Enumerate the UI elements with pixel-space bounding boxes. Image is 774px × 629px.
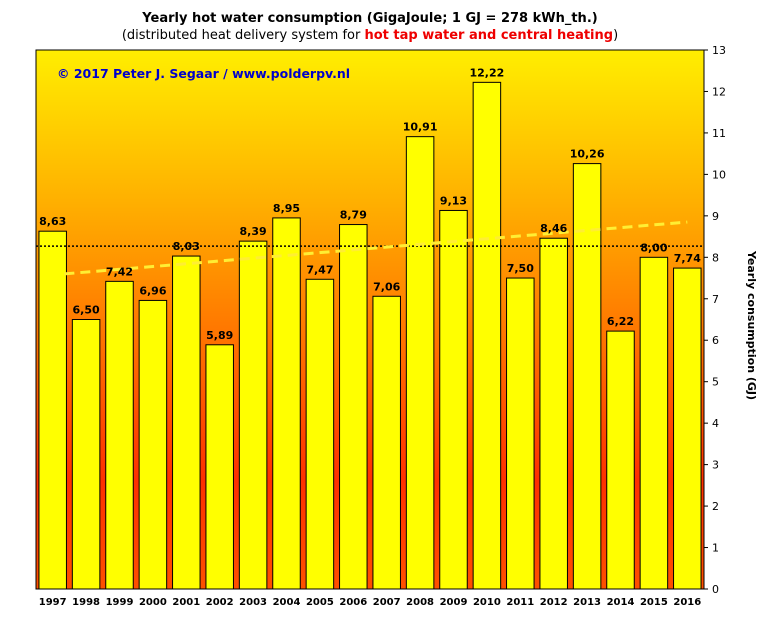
y-tick-label-4: 4 <box>712 417 719 430</box>
y-tick-label-2: 2 <box>712 500 719 513</box>
x-tick-label-2010: 2010 <box>473 597 501 608</box>
data-label-2000: 6,96 <box>139 284 166 297</box>
data-label-2001: 8,03 <box>173 240 200 253</box>
subtitle-highlight: hot tap water and central heating <box>364 28 614 43</box>
data-label-2006: 8,79 <box>340 209 367 222</box>
subtitle-post: ) <box>613 28 619 43</box>
subtitle-pre: (distributed heat delivery system for <box>121 28 365 43</box>
x-tick-label-2011: 2011 <box>506 597 534 608</box>
data-label-2009: 9,13 <box>440 194 467 207</box>
bar-2004 <box>272 217 301 590</box>
x-tick-label-2002: 2002 <box>206 597 234 608</box>
y-tick-label-6: 6 <box>712 334 719 347</box>
x-tick-label-2006: 2006 <box>339 597 367 608</box>
chart-subtitle: (distributed heat delivery system for ho… <box>0 27 740 44</box>
y-tick-label-1: 1 <box>712 542 719 555</box>
bar-1998 <box>71 319 101 590</box>
bar-2008 <box>405 136 435 590</box>
data-label-2008: 10,91 <box>403 121 438 134</box>
x-tick-label-2008: 2008 <box>406 597 434 608</box>
x-tick-label-2000: 2000 <box>139 597 167 608</box>
trend-line <box>64 220 688 276</box>
data-label-2011: 7,50 <box>507 262 534 275</box>
x-tick-label-2014: 2014 <box>607 597 635 608</box>
data-label-2014: 6,22 <box>607 315 634 328</box>
bar-1997 <box>38 230 67 590</box>
data-label-2013: 10,26 <box>570 148 605 161</box>
chart-title-block: Yearly hot water consumption (GigaJoule;… <box>0 10 740 44</box>
x-tick-label-1997: 1997 <box>39 597 67 608</box>
bar-2014 <box>606 330 635 590</box>
chart-title: Yearly hot water consumption (GigaJoule;… <box>142 11 598 26</box>
y-tick-label-3: 3 <box>712 459 719 472</box>
bar-2003 <box>238 240 268 590</box>
x-tick-label-2005: 2005 <box>306 597 334 608</box>
y-tick-label-7: 7 <box>712 293 719 306</box>
y-tick-label-0: 0 <box>712 583 719 596</box>
bar-2016 <box>673 267 702 590</box>
y-tick-label-13: 13 <box>712 44 726 57</box>
data-label-1997: 8,63 <box>39 215 66 228</box>
data-label-2012: 8,46 <box>540 222 567 235</box>
plot-area <box>35 49 705 590</box>
y-tick-label-9: 9 <box>712 210 719 223</box>
bar-2000 <box>138 299 168 590</box>
data-label-2002: 5,89 <box>206 329 233 342</box>
x-tick-label-2007: 2007 <box>373 597 401 608</box>
bar-2011 <box>506 277 535 590</box>
x-tick-label-2009: 2009 <box>440 597 468 608</box>
bar-2012 <box>539 237 568 590</box>
x-tick-label-2004: 2004 <box>273 597 301 608</box>
data-label-2016: 7,74 <box>674 252 701 265</box>
x-tick-label-2013: 2013 <box>573 597 601 608</box>
y-tick-label-5: 5 <box>712 376 719 389</box>
x-tick-label-1998: 1998 <box>72 597 100 608</box>
y-tick-label-8: 8 <box>712 251 719 264</box>
bar-2006 <box>339 224 368 590</box>
bar-2002 <box>205 344 234 590</box>
x-tick-label-2012: 2012 <box>540 597 568 608</box>
data-label-2007: 7,06 <box>373 280 400 293</box>
data-label-2010: 12,22 <box>470 66 505 79</box>
x-tick-label-2016: 2016 <box>673 597 701 608</box>
x-tick-label-2003: 2003 <box>239 597 267 608</box>
x-tick-label-1999: 1999 <box>106 597 134 608</box>
y-axis-label: Yearly consumption (GJ) <box>745 250 758 400</box>
data-label-2015: 8,00 <box>640 241 667 254</box>
data-label-2005: 7,47 <box>306 263 333 276</box>
y-tick-label-10: 10 <box>712 168 726 181</box>
bar-2009 <box>439 209 468 590</box>
x-tick-label-2001: 2001 <box>172 597 200 608</box>
data-label-1999: 7,42 <box>106 265 133 278</box>
bar-2007 <box>372 295 401 590</box>
y-tick-label-12: 12 <box>712 85 726 98</box>
data-label-1998: 6,50 <box>73 304 100 317</box>
bar-2005 <box>305 278 335 590</box>
y-axis-label-group: Yearly consumption (GJ) <box>745 250 758 400</box>
bar-2001 <box>172 255 201 590</box>
copyright-text: © 2017 Peter J. Segaar / www.polderpv.nl <box>57 66 350 81</box>
bar-2015 <box>639 256 669 590</box>
bar-2013 <box>572 163 602 590</box>
bar-1999 <box>105 280 134 590</box>
x-tick-label-2015: 2015 <box>640 597 668 608</box>
data-label-2003: 8,39 <box>240 225 267 238</box>
data-label-2004: 8,95 <box>273 202 300 215</box>
bar-2010 <box>472 81 502 590</box>
y-tick-label-11: 11 <box>712 127 726 140</box>
